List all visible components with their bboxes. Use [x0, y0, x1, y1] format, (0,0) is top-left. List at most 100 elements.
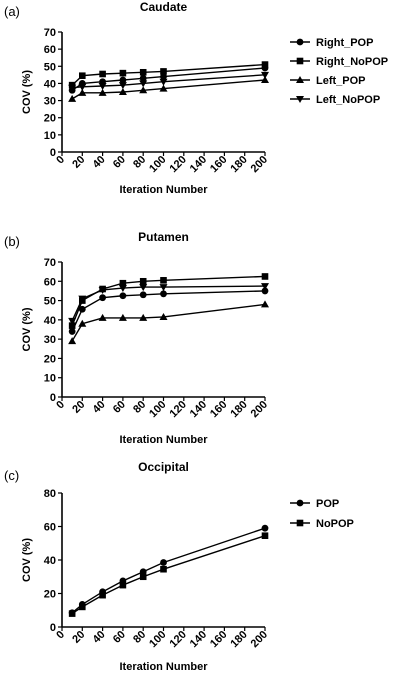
- y-tick-label: 40: [44, 78, 56, 90]
- data-point-right-pop: [139, 74, 147, 82]
- x-tick-label: 60: [111, 154, 128, 171]
- x-tick-label: 180: [228, 629, 249, 650]
- x-tick-label: 140: [188, 629, 209, 650]
- y-tick-label: 30: [44, 96, 56, 108]
- x-tick-label: 120: [167, 154, 188, 175]
- data-point-right-nopop: [68, 322, 76, 329]
- x-tick-label: 200: [249, 399, 270, 420]
- data-point-nopop: [79, 603, 86, 611]
- data-point-left-nopop: [98, 83, 107, 90]
- x-tick-label: 80: [131, 154, 148, 171]
- x-axis-title: Iteration Number: [119, 661, 208, 673]
- y-axis-title: COV (%): [21, 538, 33, 582]
- x-tick-label: 80: [131, 399, 148, 416]
- data-point-left-nopop: [159, 284, 168, 292]
- x-axis-title: Iteration Number: [119, 434, 208, 446]
- legend-marker-left-nopop: [296, 96, 304, 103]
- data-point-left-pop: [68, 337, 77, 345]
- legend-marker-nopop: [296, 519, 304, 527]
- legend-marker-pop: [296, 499, 304, 507]
- legend-marker-left-pop: [296, 76, 304, 83]
- data-point-pop: [160, 559, 167, 566]
- data-point-right-pop: [160, 290, 167, 298]
- data-point-nopop: [160, 565, 167, 573]
- y-tick-label: 10: [44, 373, 56, 385]
- legend-label-left-nopop: Left_NoPOP: [316, 94, 380, 106]
- y-tick-label: 40: [44, 315, 56, 327]
- legend-label-left-pop: Left_POP: [316, 75, 366, 87]
- x-tick-label: 200: [249, 154, 270, 175]
- series-line-nopop: [71, 535, 266, 615]
- data-point-left-nopop: [78, 83, 87, 91]
- data-point-nopop: [68, 610, 76, 617]
- data-point-left-pop: [68, 94, 77, 102]
- data-point-left-pop: [261, 76, 269, 83]
- x-tick-label: 60: [111, 399, 128, 416]
- data-point-right-pop: [78, 305, 86, 313]
- y-tick-label: 40: [44, 555, 56, 567]
- data-point-right-pop: [261, 287, 269, 295]
- y-tick-label: 80: [44, 488, 56, 500]
- data-point-nopop: [99, 591, 106, 599]
- data-point-right-nopop: [139, 68, 147, 76]
- y-axis-title: COV (%): [21, 307, 33, 351]
- data-point-right-nopop: [160, 68, 167, 75]
- data-point-left-nopop: [159, 78, 168, 86]
- y-tick-label: 20: [44, 113, 56, 125]
- data-point-left-nopop: [261, 71, 269, 79]
- x-tick-label: 0: [54, 154, 67, 167]
- y-tick-label: 10: [44, 130, 56, 142]
- y-tick-label: 20: [44, 353, 56, 365]
- x-tick-label: 140: [188, 399, 209, 420]
- y-tick-label: 30: [44, 334, 56, 346]
- y-tick-label: 50: [44, 61, 56, 73]
- y-tick-label: 60: [44, 522, 56, 534]
- data-point-left-nopop: [68, 84, 77, 92]
- y-tick-label: 70: [44, 257, 56, 269]
- data-point-left-nopop: [261, 283, 269, 291]
- y-tick-label: 70: [44, 27, 56, 39]
- data-point-right-pop: [139, 291, 147, 299]
- x-tick-label: 100: [147, 399, 168, 420]
- legend-label-pop: POP: [316, 498, 339, 510]
- x-tick-label: 20: [70, 399, 87, 416]
- data-point-left-pop: [78, 319, 87, 327]
- data-point-left-pop: [261, 300, 269, 308]
- data-point-nopop: [119, 581, 127, 589]
- data-point-left-nopop: [139, 284, 148, 292]
- data-point-right-nopop: [139, 277, 147, 285]
- series-line-left-pop: [71, 303, 266, 342]
- data-point-left-pop: [98, 88, 107, 96]
- data-point-left-nopop: [98, 286, 107, 294]
- x-axis-title: Iteration Number: [119, 184, 208, 196]
- x-tick-label: 160: [208, 399, 229, 420]
- x-tick-label: 140: [188, 154, 209, 175]
- x-tick-label: 80: [131, 629, 148, 646]
- legend-marker-right-pop: [296, 38, 304, 46]
- data-point-right-nopop: [261, 61, 269, 68]
- panel-label: (c): [4, 468, 19, 483]
- x-tick-label: 0: [54, 629, 67, 642]
- y-tick-label: 20: [44, 589, 56, 601]
- x-tick-label: 40: [91, 154, 108, 171]
- chart-title: Putamen: [138, 230, 189, 244]
- series-line-pop: [71, 527, 266, 614]
- y-tick-label: 50: [44, 296, 56, 308]
- x-tick-label: 180: [228, 154, 249, 175]
- y-axis-title: COV (%): [21, 70, 33, 114]
- data-point-left-pop: [139, 313, 148, 321]
- x-tick-label: 120: [167, 399, 188, 420]
- x-tick-label: 120: [167, 629, 188, 650]
- data-point-right-nopop: [261, 273, 269, 280]
- panel-label: (a): [4, 4, 20, 19]
- legend-marker-right-nopop: [296, 57, 304, 65]
- y-tick-label: 0: [50, 622, 56, 634]
- data-point-left-nopop: [118, 82, 127, 90]
- x-tick-label: 160: [208, 154, 229, 175]
- x-tick-label: 180: [228, 399, 249, 420]
- chart-title: Occipital: [138, 460, 189, 474]
- panel-label: (b): [4, 234, 20, 249]
